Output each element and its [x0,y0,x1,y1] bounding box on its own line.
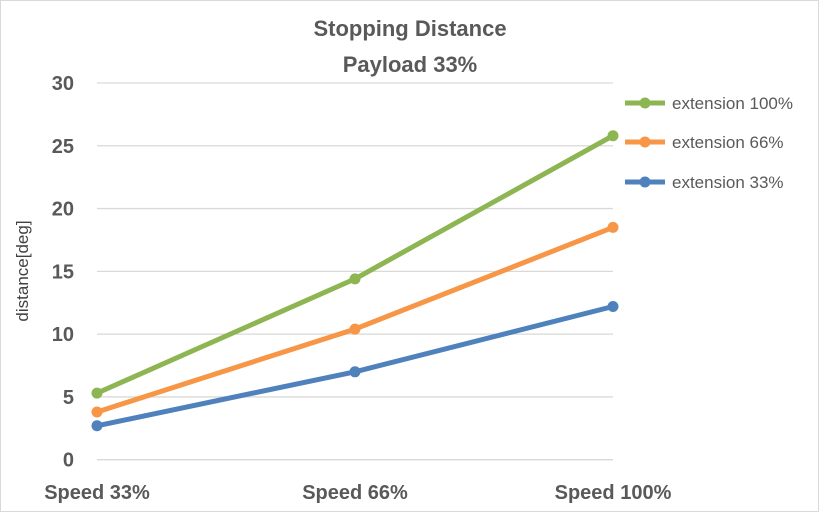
data-point [607,221,619,233]
data-point [91,387,103,399]
legend-label: extension 66% [672,133,784,152]
y-axis-label: distance[deg] [13,220,32,321]
x-tick-label: Speed 100% [555,482,672,504]
legend-item: extension 66% [625,133,784,152]
y-tick-label: 0 [63,450,74,472]
legend-marker [639,136,651,148]
x-tick-label: Speed 66% [302,482,408,504]
data-point [607,301,619,313]
data-point [349,323,361,335]
data-point [349,273,361,285]
legend-label: extension 100% [672,94,793,113]
legend-marker [639,97,651,109]
legend-item: extension 33% [625,173,784,192]
y-tick-label: 15 [52,261,74,283]
y-tick-label: 30 [52,73,74,95]
data-point [607,130,619,142]
data-point [91,406,103,418]
chart-subtitle: Payload 33% [343,52,478,77]
y-tick-label: 5 [63,387,74,409]
legend-item: extension 100% [625,94,793,113]
y-tick-label: 20 [52,199,74,221]
y-tick-label: 25 [52,136,74,158]
data-point [91,420,103,432]
x-tick-label: Speed 33% [44,482,150,504]
legend-label: extension 33% [672,173,784,192]
legend-marker [639,176,651,188]
chart-title: Stopping Distance [313,16,506,41]
data-point [349,366,361,378]
y-tick-label: 10 [52,324,74,346]
